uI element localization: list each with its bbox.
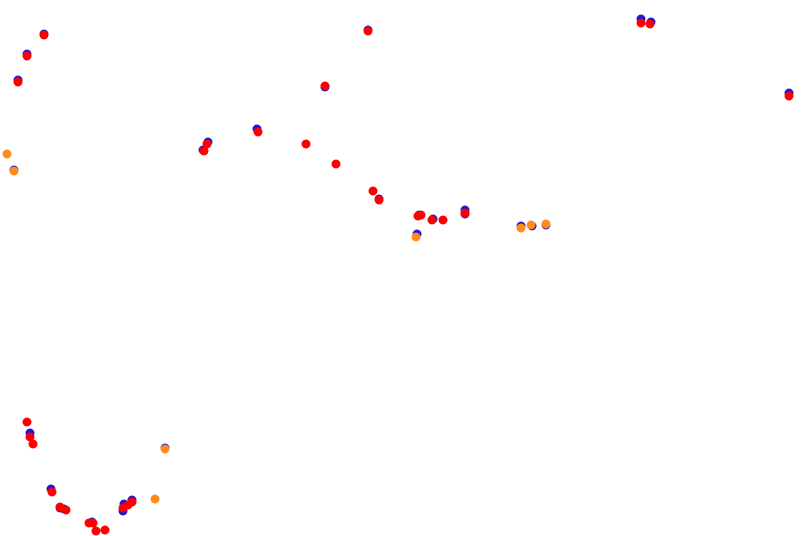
point [22,51,32,61]
point [541,219,551,229]
point [199,146,209,156]
point [320,81,330,91]
point [2,149,12,159]
point [645,19,655,29]
point [13,77,23,87]
point [416,210,426,220]
point [39,30,49,40]
point [331,159,341,169]
point [9,166,19,176]
point [160,444,170,454]
point [374,195,384,205]
point [368,186,378,196]
point [22,417,32,427]
point [91,526,101,536]
point [636,18,646,28]
point [47,487,57,497]
point [202,139,212,149]
point [784,91,794,101]
point [61,505,71,515]
point [150,494,160,504]
point [127,497,137,507]
point [100,525,110,535]
point [411,232,421,242]
point [363,26,373,36]
point [25,432,35,442]
point [253,127,263,137]
point [427,215,437,225]
point [88,518,98,528]
point [526,220,536,230]
point [516,223,526,233]
point [438,215,448,225]
point [28,439,38,449]
point [301,139,311,149]
point [460,208,470,218]
